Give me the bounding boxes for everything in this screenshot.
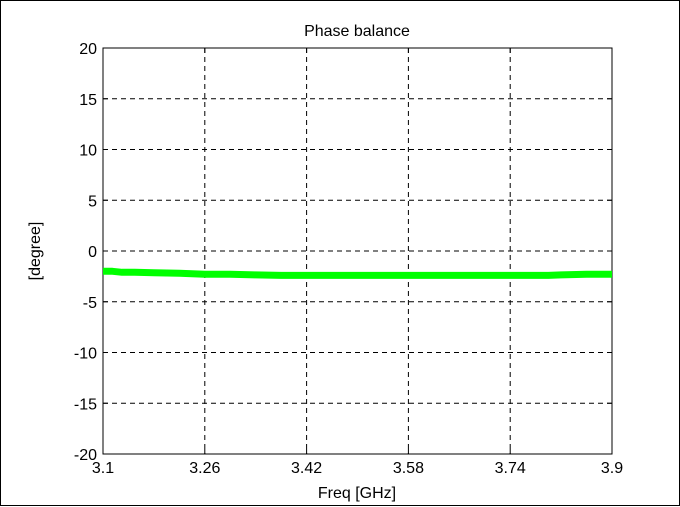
y-tick-label: 0 <box>88 244 97 261</box>
y-tick-label: 10 <box>79 143 97 160</box>
chart-title: Phase balance <box>304 23 410 40</box>
x-tick-label: 3.58 <box>393 460 424 477</box>
y-tick-label: -10 <box>74 346 97 363</box>
y-tick-label: 15 <box>79 92 97 109</box>
x-tick-label: 3.9 <box>601 460 623 477</box>
x-axis-label: Freq [GHz] <box>318 485 396 502</box>
tick-marks <box>102 47 613 455</box>
tick-labels: 3.1 3.26 3.42 3.58 3.74 3.9 -20 -15 -10 -5 0 5 10 15 2… <box>74 41 623 477</box>
y-axis-label: [degree] <box>27 222 44 281</box>
series <box>103 267 612 279</box>
grid <box>103 48 612 454</box>
y-tick-label: -5 <box>83 295 97 312</box>
y-tick-label: -20 <box>74 447 97 464</box>
x-tick-label: 3.26 <box>189 460 220 477</box>
x-tick-label: 3.42 <box>291 460 322 477</box>
y-tick-label: 20 <box>79 41 97 58</box>
y-tick-label: -15 <box>74 396 97 413</box>
x-tick-label: 3.1 <box>92 460 114 477</box>
x-tick-label: 3.74 <box>495 460 526 477</box>
y-tick-label: 5 <box>88 193 97 210</box>
series-line <box>103 267 612 279</box>
